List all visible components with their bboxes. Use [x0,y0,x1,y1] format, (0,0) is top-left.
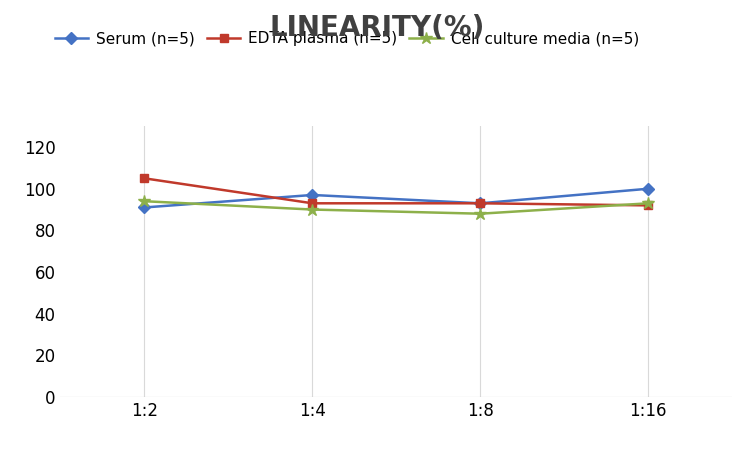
Serum (n=5) [140,205,149,210]
Cell culture media (n=5) [140,198,149,204]
EDTA plasma (n=5) [308,201,317,206]
Line: Serum (n=5): Serum (n=5) [140,184,652,212]
Cell culture media (n=5) [476,211,485,216]
Cell culture media (n=5) [308,207,317,212]
Line: Cell culture media (n=5): Cell culture media (n=5) [138,195,655,220]
EDTA plasma (n=5) [644,202,653,208]
Legend: Serum (n=5), EDTA plasma (n=5), Cell culture media (n=5): Serum (n=5), EDTA plasma (n=5), Cell cul… [54,31,639,46]
Serum (n=5) [308,192,317,198]
Text: LINEARITY(%): LINEARITY(%) [270,14,485,41]
Line: EDTA plasma (n=5): EDTA plasma (n=5) [140,174,652,210]
EDTA plasma (n=5) [140,175,149,181]
Serum (n=5) [644,186,653,191]
EDTA plasma (n=5) [476,201,485,206]
Serum (n=5) [476,201,485,206]
Cell culture media (n=5) [644,201,653,206]
